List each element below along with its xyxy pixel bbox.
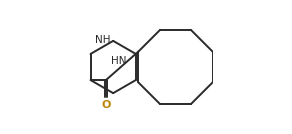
Text: HN: HN <box>110 56 126 66</box>
Text: NH: NH <box>95 35 110 45</box>
Text: O: O <box>101 100 111 110</box>
